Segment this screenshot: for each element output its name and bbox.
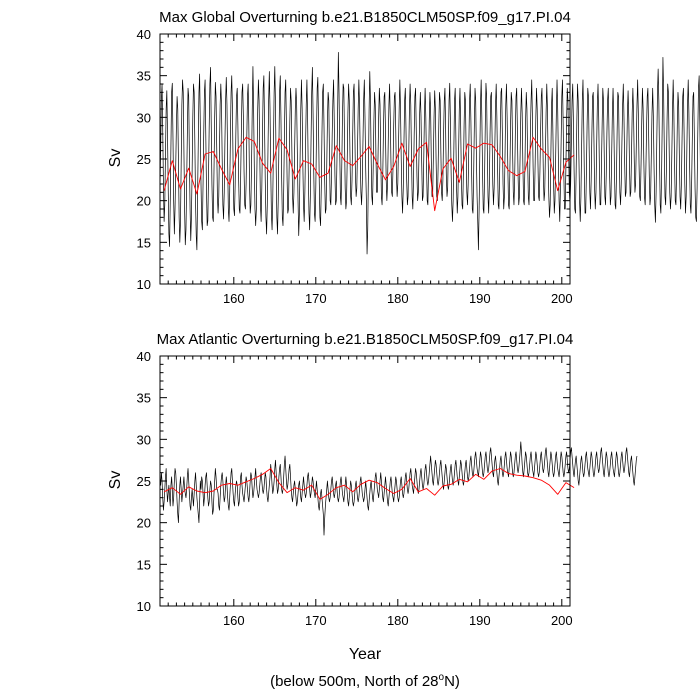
- atlantic-y-tick-label: 15: [137, 557, 151, 572]
- global-y-tick-label: 20: [137, 194, 151, 209]
- global-x-tick-label: 160: [223, 291, 245, 306]
- global-y-tick-labels: 10 15 20 25 30 35 40: [137, 27, 151, 292]
- atlantic-y-tick-labels: 10 15 20 25 30 35 40: [137, 349, 151, 614]
- atlantic-overturning-panel: Max Atlantic Overturning b.e21.B1850CLM5…: [107, 331, 638, 663]
- global-axis-ticks: [159, 33, 571, 285]
- global-y-axis-label: Sv: [107, 149, 124, 168]
- atlantic-chart-title: Max Atlantic Overturning b.e21.B1850CLM5…: [157, 331, 574, 348]
- global-overturning-panel: Max Global Overturning b.e21.B1850CLM50S…: [107, 9, 700, 306]
- atlantic-annual-mean-line: [163, 468, 575, 500]
- global-y-tick-label: 15: [137, 235, 151, 250]
- footnote-suffix: N): [444, 673, 460, 690]
- global-x-tick-label: 200: [551, 291, 573, 306]
- atlantic-axis-ticks: [159, 355, 571, 607]
- atlantic-y-tick-label: 25: [137, 474, 151, 489]
- global-x-tick-label: 170: [305, 291, 327, 306]
- atlantic-y-tick-label: 20: [137, 516, 151, 531]
- footnote-degree: o: [439, 672, 445, 683]
- atlantic-y-tick-label: 10: [137, 599, 151, 614]
- atlantic-monthly-line: [159, 441, 638, 536]
- global-x-tick-label: 190: [469, 291, 491, 306]
- global-annual-mean-line: [163, 136, 575, 212]
- global-chart-title: Max Global Overturning b.e21.B1850CLM50S…: [159, 9, 571, 26]
- global-y-tick-label: 10: [137, 277, 151, 292]
- atlantic-y-tick-label: 35: [137, 391, 151, 406]
- global-y-tick-label: 35: [137, 69, 151, 84]
- atlantic-y-tick-label: 30: [137, 432, 151, 447]
- atlantic-x-tick-labels: 160 170 180 190 200: [223, 613, 573, 628]
- global-plot-frame: [159, 33, 571, 285]
- footnote: (below 500m, North of 28oN): [270, 672, 460, 690]
- atlantic-x-axis-label: Year: [349, 646, 382, 663]
- atlantic-y-tick-label: 40: [137, 349, 151, 364]
- atlantic-series: [159, 441, 638, 536]
- global-x-tick-label: 180: [387, 291, 409, 306]
- atlantic-plot-frame: [159, 355, 571, 607]
- atlantic-x-tick-label: 190: [469, 613, 491, 628]
- global-y-tick-label: 40: [137, 27, 151, 42]
- atlantic-y-axis-label: Sv: [107, 471, 124, 490]
- global-y-tick-label: 30: [137, 110, 151, 125]
- atlantic-x-tick-label: 170: [305, 613, 327, 628]
- global-x-tick-labels: 160 170 180 190 200: [223, 291, 573, 306]
- atlantic-x-tick-label: 200: [551, 613, 573, 628]
- atlantic-x-tick-label: 160: [223, 613, 245, 628]
- footnote-prefix: (below 500m, North of 28: [270, 673, 438, 690]
- global-y-tick-label: 25: [137, 152, 151, 167]
- global-monthly-line: [159, 51, 700, 255]
- global-series: [159, 51, 700, 255]
- atlantic-x-tick-label: 180: [387, 613, 409, 628]
